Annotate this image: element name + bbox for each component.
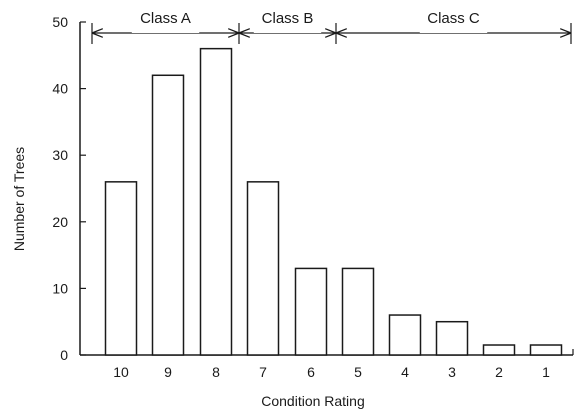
- class-label: Class A: [140, 10, 191, 27]
- class-annotations: Class A Class B Class C: [91, 10, 572, 44]
- y-axis-label: Number of Trees: [11, 147, 27, 251]
- y-tick-label: 40: [52, 81, 68, 97]
- bar-rating-3: [435, 320, 469, 356]
- x-tick-labels: 10 9 8 7 6 5 4 3 2 1: [113, 364, 550, 380]
- bar-rating-2: [482, 344, 516, 356]
- x-tick-label: 6: [307, 364, 315, 380]
- bar-rating-4: [388, 314, 422, 356]
- y-tick-label: 0: [60, 347, 68, 363]
- y-tick-label: 10: [52, 280, 68, 296]
- y-tick-label: 30: [52, 147, 68, 163]
- bar-rating-10: [104, 181, 138, 356]
- x-tick-label: 4: [401, 364, 409, 380]
- class-label-bg: [131, 21, 200, 33]
- x-axis-label: Condition Rating: [261, 393, 365, 409]
- bars: [104, 47, 563, 356]
- x-tick-label: 7: [259, 364, 267, 380]
- x-tick-label: 5: [354, 364, 362, 380]
- x-tick-label: 1: [542, 364, 550, 380]
- bar-rating-7: [246, 181, 280, 356]
- bar-rating-9: [151, 74, 185, 356]
- bar-rating-6: [294, 267, 328, 356]
- class-label: Class B: [262, 10, 314, 27]
- y-tick-labels: 0 10 20 30 40 50: [52, 14, 86, 363]
- class-label: Class C: [427, 10, 480, 27]
- bar-rating-5: [341, 267, 375, 356]
- x-tick-label: 2: [495, 364, 503, 380]
- x-tick-label: 9: [164, 364, 172, 380]
- y-tick-label: 50: [52, 14, 68, 30]
- bar-rating-8: [199, 47, 233, 356]
- x-tick-label: 3: [448, 364, 456, 380]
- x-tick-label: 10: [113, 364, 129, 380]
- y-tick-label: 20: [52, 214, 68, 230]
- bar-rating-1: [529, 344, 563, 356]
- class-label-bg: [419, 21, 488, 33]
- class-label-bg: [253, 21, 322, 33]
- x-tick-label: 8: [212, 364, 220, 380]
